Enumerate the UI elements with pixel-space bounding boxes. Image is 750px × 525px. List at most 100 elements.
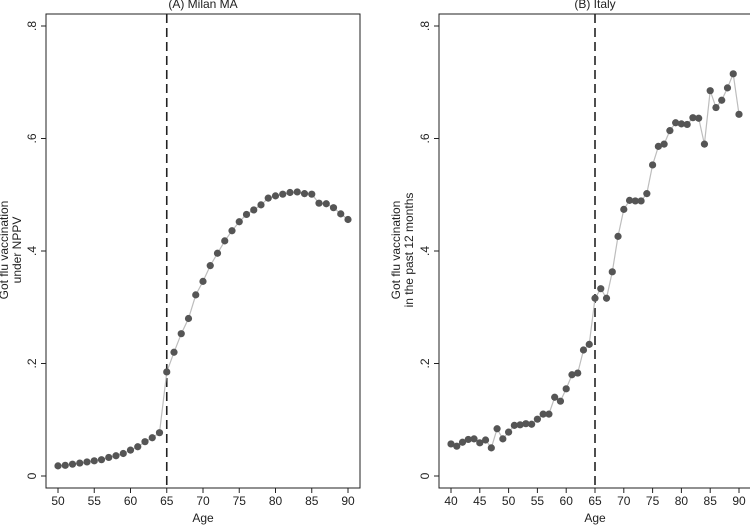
plot-frame: [45, 13, 361, 489]
x-tick-label: 90: [341, 494, 355, 508]
x-tick-label: 75: [646, 494, 660, 508]
x-tick-label: 90: [732, 494, 746, 508]
data-point: [608, 268, 616, 276]
y-tick-label: 0: [418, 472, 432, 479]
y-tick-label: .2: [418, 358, 432, 368]
x-tick-label: 70: [617, 494, 631, 508]
data-point: [568, 371, 576, 379]
data-point: [505, 428, 513, 436]
x-tick-label: 85: [704, 494, 718, 508]
data-point: [718, 96, 726, 104]
y-axis-label-line-2: under NPPV: [10, 217, 24, 284]
data-point: [545, 410, 553, 418]
data-point: [447, 440, 455, 448]
data-point: [61, 461, 69, 469]
data-point: [649, 161, 657, 169]
data-point: [464, 435, 472, 444]
data-point: [286, 188, 294, 197]
x-tick-label: 65: [588, 494, 602, 508]
data-point: [76, 459, 84, 467]
data-point: [68, 460, 77, 468]
x-tick-label: 60: [124, 494, 138, 508]
data-point: [470, 435, 478, 443]
data-point: [453, 442, 461, 450]
data-point: [683, 120, 691, 129]
x-tick-label: 50: [502, 494, 516, 508]
data-point: [54, 462, 62, 470]
x-tick-label: 85: [305, 494, 319, 508]
data-point: [602, 294, 611, 302]
data-point: [228, 227, 236, 235]
data-point: [322, 200, 330, 208]
data-point: [654, 142, 662, 150]
y-tick-label: .8: [418, 21, 432, 31]
data-point: [308, 190, 316, 198]
data-point: [481, 436, 490, 444]
y-axis-label-line-1: Got flu vaccination: [0, 201, 11, 300]
y-tick-label: .6: [418, 133, 432, 143]
data-point: [585, 340, 593, 348]
data-point: [221, 237, 229, 245]
data-point: [206, 262, 214, 270]
data-point: [625, 196, 634, 204]
data-point: [184, 314, 193, 323]
data-point: [637, 197, 645, 205]
y-axis-label-line-2: in the past 12 months: [402, 193, 416, 308]
data-point: [689, 114, 697, 122]
data-point: [199, 277, 207, 285]
panel-milan: (A) Milan MA Age Got flu vaccination und…: [0, 0, 361, 525]
y-tick-label: .2: [25, 358, 39, 368]
x-tick-label: 55: [88, 494, 102, 508]
x-tick-label: 65: [160, 494, 174, 508]
data-point: [271, 192, 280, 200]
data-point: [643, 190, 651, 198]
data-point: [551, 393, 559, 401]
data-point: [614, 232, 622, 240]
y-tick-label: 0: [25, 472, 39, 479]
data-point: [631, 197, 639, 205]
data-point: [155, 429, 164, 437]
data-point: [533, 415, 542, 423]
y-tick-label: .6: [25, 133, 39, 143]
data-point: [163, 368, 171, 376]
x-tick-label: 75: [233, 494, 247, 508]
data-point: [487, 444, 495, 452]
data-point: [192, 291, 200, 299]
data-point: [177, 330, 185, 338]
data-point: [141, 438, 149, 446]
data-point: [620, 205, 628, 213]
data-point: [597, 285, 605, 293]
data-point: [574, 369, 582, 377]
panel-title: (B) Italy: [574, 0, 615, 11]
data-point: [105, 453, 113, 462]
x-axis-label: Age: [192, 511, 214, 525]
x-tick-label: 60: [560, 494, 574, 508]
series-line: [57, 191, 349, 467]
data-point: [242, 210, 251, 219]
data-point: [672, 119, 680, 127]
data-point: [257, 201, 265, 209]
data-point: [148, 434, 156, 442]
x-tick-label: 80: [269, 494, 283, 508]
x-tick-label: 40: [444, 494, 458, 508]
x-tick-label: 45: [473, 494, 487, 508]
data-point: [264, 194, 272, 202]
data-point: [522, 420, 530, 428]
data-point: [723, 84, 732, 92]
data-point: [337, 210, 345, 218]
x-tick-label: 55: [531, 494, 545, 508]
data-point: [712, 103, 720, 112]
data-point: [499, 435, 507, 443]
x-tick-label: 70: [196, 494, 210, 508]
data-point: [591, 294, 599, 302]
x-tick-label: 80: [675, 494, 689, 508]
data-point: [729, 70, 737, 78]
data-point: [539, 410, 547, 418]
y-tick-label: .4: [25, 246, 39, 256]
data-point: [97, 456, 106, 464]
y-tick-label: .8: [25, 21, 39, 31]
x-tick-label: 50: [51, 494, 65, 508]
data-point: [112, 452, 120, 460]
data-point: [579, 346, 588, 354]
